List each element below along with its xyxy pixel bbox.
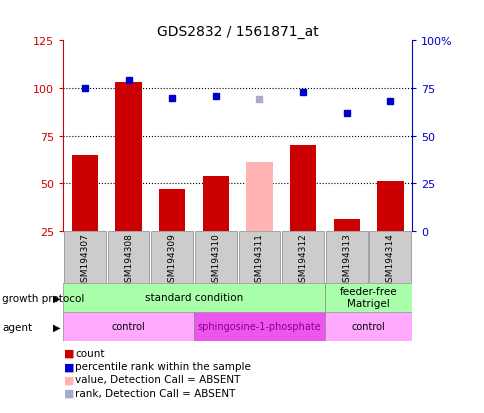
Text: growth protocol: growth protocol — [2, 293, 85, 303]
Text: GSM194312: GSM194312 — [298, 233, 307, 287]
Bar — [63, 312, 194, 341]
Bar — [369, 231, 410, 283]
Bar — [194, 312, 324, 341]
Text: sphingosine-1-phosphate: sphingosine-1-phosphate — [197, 321, 321, 331]
Text: ■: ■ — [63, 361, 74, 371]
Text: GSM194314: GSM194314 — [385, 233, 394, 287]
Bar — [289, 146, 316, 231]
Text: GSM194310: GSM194310 — [211, 233, 220, 287]
Text: ■: ■ — [63, 348, 74, 358]
Bar — [325, 231, 367, 283]
Bar — [195, 231, 236, 283]
Text: GSM194307: GSM194307 — [80, 233, 89, 287]
Text: GSM194309: GSM194309 — [167, 233, 176, 287]
Bar — [64, 231, 106, 283]
Text: standard condition: standard condition — [145, 292, 242, 302]
Bar — [377, 182, 403, 231]
Text: control: control — [351, 321, 385, 331]
Text: count: count — [75, 348, 105, 358]
Bar — [324, 283, 411, 312]
Bar — [333, 220, 359, 231]
Bar — [324, 312, 411, 341]
Text: GSM194313: GSM194313 — [342, 233, 350, 287]
Bar — [159, 190, 185, 231]
Bar — [115, 83, 141, 231]
Bar — [151, 231, 193, 283]
Text: ■: ■ — [63, 375, 74, 385]
Bar — [238, 231, 280, 283]
Text: rank, Detection Call = ABSENT: rank, Detection Call = ABSENT — [75, 388, 235, 398]
Text: GSM194311: GSM194311 — [255, 233, 263, 287]
Bar — [282, 231, 323, 283]
Title: GDS2832 / 1561871_at: GDS2832 / 1561871_at — [156, 25, 318, 39]
Text: ■: ■ — [63, 388, 74, 398]
Bar — [107, 231, 149, 283]
Text: ▶: ▶ — [53, 293, 60, 303]
Text: feeder-free
Matrigel: feeder-free Matrigel — [339, 287, 396, 308]
Text: GSM194308: GSM194308 — [124, 233, 133, 287]
Text: value, Detection Call = ABSENT: value, Detection Call = ABSENT — [75, 375, 240, 385]
Bar — [202, 176, 228, 231]
Bar — [72, 155, 98, 231]
Bar — [63, 283, 324, 312]
Text: ▶: ▶ — [53, 322, 60, 332]
Text: agent: agent — [2, 322, 32, 332]
Text: percentile rank within the sample: percentile rank within the sample — [75, 361, 251, 371]
Text: control: control — [111, 321, 145, 331]
Bar — [246, 163, 272, 231]
